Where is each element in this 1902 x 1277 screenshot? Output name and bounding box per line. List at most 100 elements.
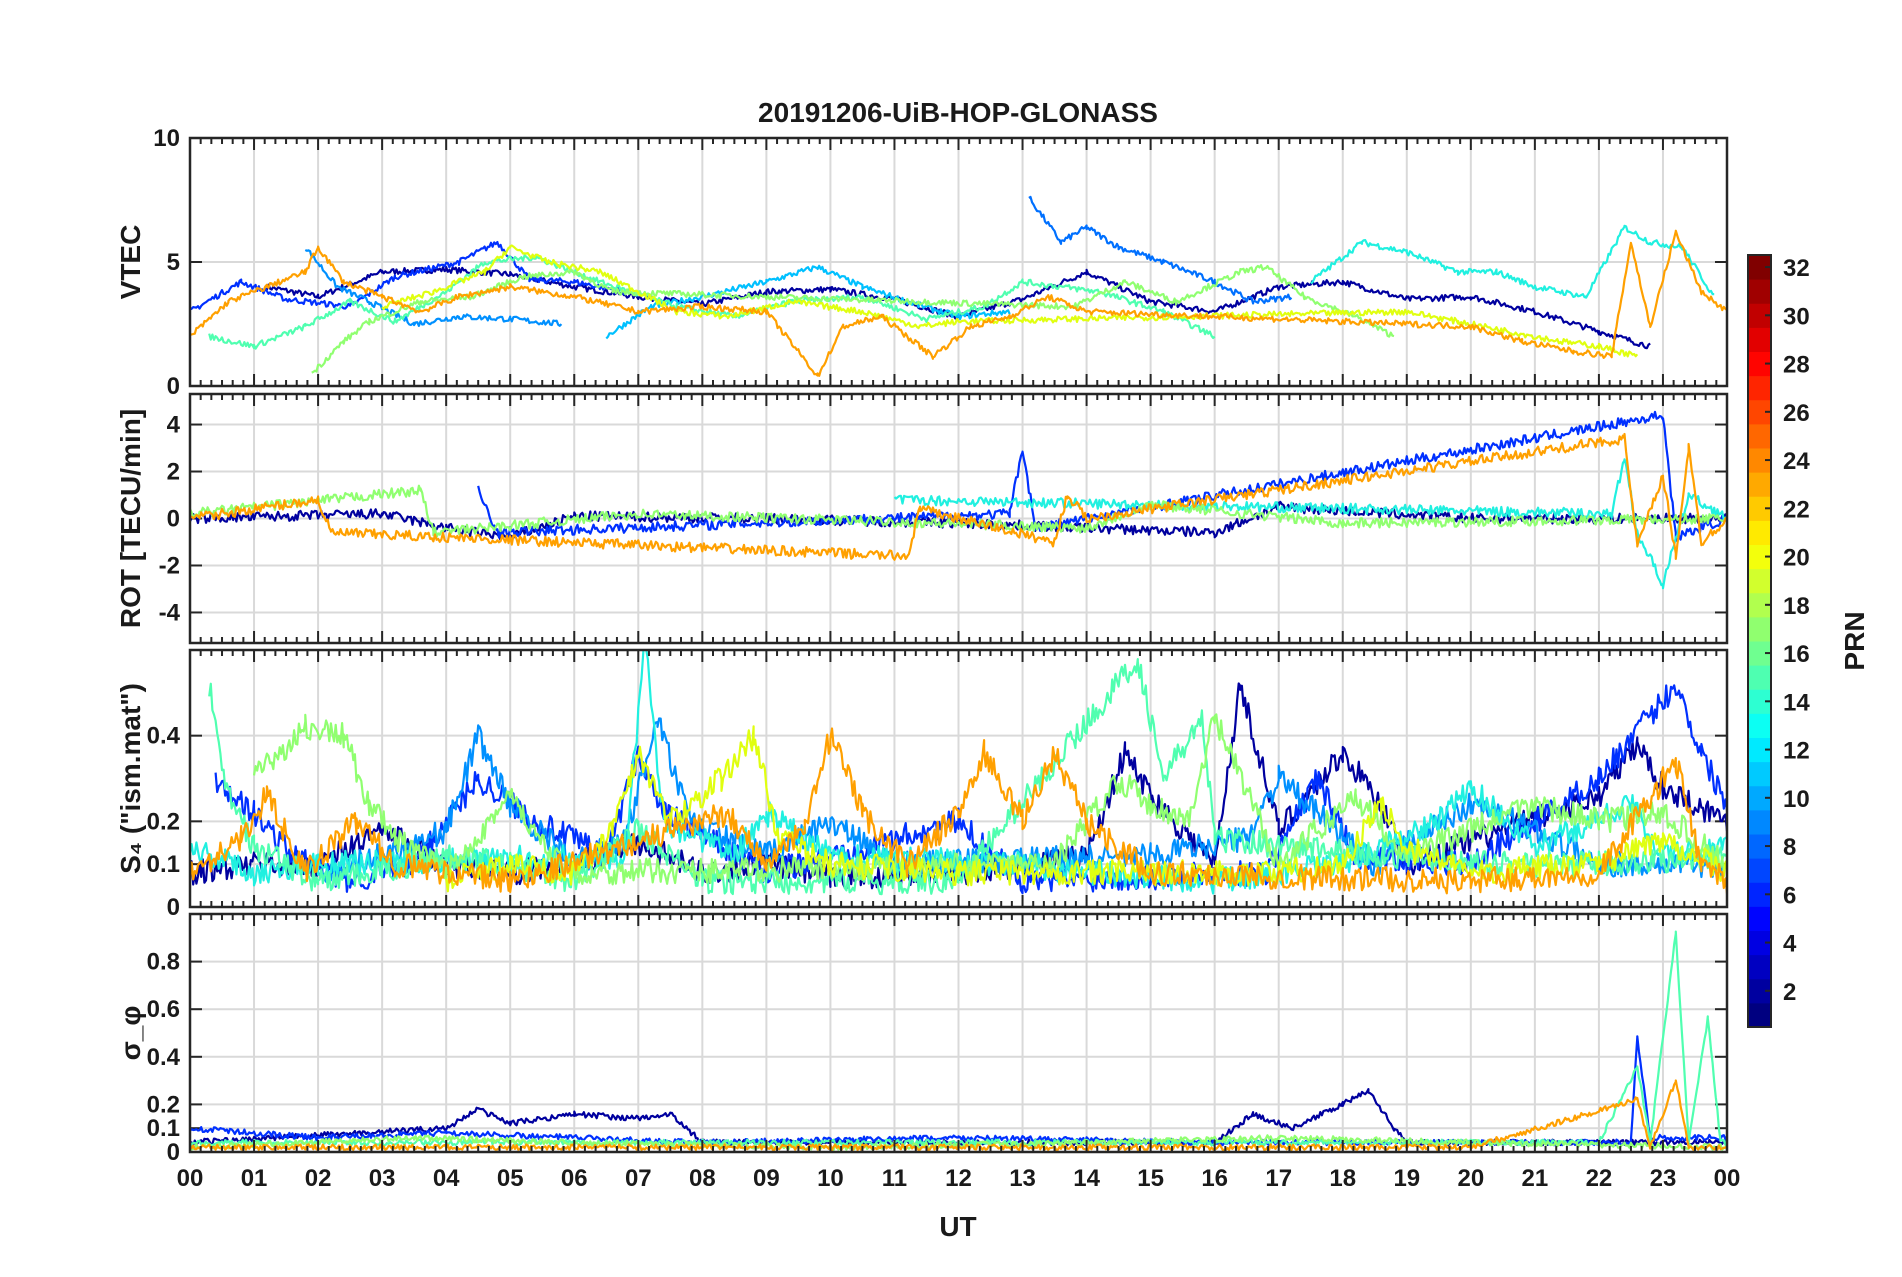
colorbar-tick-label: 32 — [1783, 255, 1810, 282]
y-axis-label: σ_φ — [115, 1006, 146, 1061]
colorbar-tick-label: 30 — [1783, 303, 1810, 330]
x-tick-label: 18 — [1329, 1165, 1356, 1192]
series-group — [190, 410, 1727, 590]
colorbar-frame — [1747, 254, 1772, 1028]
x-tick-label: 11 — [882, 1165, 907, 1192]
series-line-prn-5 — [190, 240, 627, 311]
colorbar-swatch — [1748, 303, 1771, 328]
colorbar-swatch — [1748, 713, 1771, 738]
panel-frame — [188, 648, 1729, 909]
x-tick-label: 00 — [1714, 1165, 1741, 1192]
colorbar-swatch — [1748, 520, 1771, 545]
y-tick-label: 0.1 — [147, 851, 180, 878]
x-tick-label: 06 — [561, 1165, 588, 1192]
panel-2: -4 -2 0 2 4 ROT [TECU/min] — [115, 392, 1729, 645]
x-tick-label: 03 — [369, 1165, 396, 1192]
panel-1: 0 5 10 VTEC — [115, 125, 1729, 400]
x-tick-label: 15 — [1137, 1165, 1164, 1192]
series-line-prn-13 — [1310, 224, 1715, 299]
colorbar-tick-label: 24 — [1783, 448, 1810, 475]
y-tick-label: -4 — [159, 599, 181, 626]
colorbar-tick-label: 12 — [1783, 738, 1810, 765]
colorbar-swatch — [1748, 423, 1771, 449]
y-axis-label: ROT [TECU/min] — [115, 409, 146, 628]
colorbar-swatch — [1748, 351, 1771, 377]
y-tick-label: 0.8 — [147, 949, 180, 976]
x-tick-label: 00 — [177, 1165, 204, 1192]
colorbar-swatch — [1748, 882, 1771, 907]
y-tick-label: 0.2 — [147, 808, 180, 835]
y-tick-label: 0 — [167, 506, 180, 533]
series-line-prn-22 — [190, 229, 1727, 377]
series-line-prn-8 — [1028, 195, 1293, 305]
x-tick-label: 10 — [817, 1165, 844, 1192]
series-group — [190, 650, 1727, 896]
colorbar-swatch — [1748, 279, 1771, 304]
colorbar-tick-label: 16 — [1783, 641, 1810, 668]
x-tick-label: 21 — [1522, 1165, 1549, 1192]
series-line-prn-9 — [304, 249, 563, 327]
colorbar-swatch — [1748, 1002, 1771, 1028]
colorbar-swatch — [1748, 834, 1771, 859]
colorbar-swatch — [1748, 472, 1771, 497]
colorbar-swatch — [1748, 954, 1771, 980]
x-axis-label: UT — [939, 1211, 976, 1242]
colorbar-swatch — [1748, 689, 1771, 714]
y-axis-label: VTEC — [115, 225, 146, 300]
panel-frame — [188, 912, 1729, 1154]
x-tick-label: 12 — [945, 1165, 972, 1192]
colorbar-swatch — [1748, 616, 1771, 642]
colorbar-swatch — [1748, 592, 1771, 618]
panel-3: 0 0.1 0.2 0.4S₄ ("ism.mat") — [115, 648, 1729, 921]
colorbar-swatch — [1748, 785, 1771, 811]
x-tick-label: 08 — [689, 1165, 716, 1192]
y-tick-label: 0 — [167, 1139, 180, 1166]
x-tick-label: 17 — [1265, 1165, 1292, 1192]
colorbar-swatch — [1748, 665, 1771, 690]
series-line-prn-17 — [252, 713, 1727, 886]
y-tick-label: 5 — [167, 249, 180, 276]
series-line-prn-11 — [605, 264, 1011, 340]
series-line-prn-15 — [208, 254, 1216, 350]
colorbar-label: PRN — [1839, 611, 1870, 670]
colorbar-tick-label: 4 — [1783, 931, 1797, 958]
colorbar-swatch — [1748, 737, 1771, 763]
colorbar-swatch — [1748, 809, 1771, 835]
y-tick-label: 2 — [167, 459, 180, 486]
x-tick-label: 02 — [305, 1165, 332, 1192]
colorbar-swatch — [1748, 255, 1771, 280]
x-tick-label: 01 — [241, 1165, 268, 1192]
x-tick-label: 14 — [1073, 1165, 1100, 1192]
series-line-prn-13 — [893, 458, 1727, 590]
colorbar-tick-label: 26 — [1783, 400, 1810, 427]
series-line-prn-17 — [190, 484, 1727, 539]
x-tick-label: 22 — [1586, 1165, 1613, 1192]
series-line-prn-19 — [381, 244, 1639, 358]
colorbar-swatch — [1748, 906, 1771, 931]
series-line-prn-5 — [477, 410, 1727, 543]
y-tick-label: 0 — [167, 894, 180, 921]
x-tick-label: 13 — [1009, 1165, 1036, 1192]
colorbar-tick-label: 2 — [1783, 979, 1796, 1006]
series-line-prn-22 — [190, 727, 1727, 895]
y-tick-label: 0.4 — [147, 723, 181, 750]
colorbar-swatch — [1748, 544, 1771, 570]
x-tick-label: 07 — [625, 1165, 652, 1192]
colorbar-swatch — [1748, 327, 1771, 352]
x-tick-label: 05 — [497, 1165, 524, 1192]
colorbar-swatch — [1748, 448, 1771, 473]
y-tick-label: 0.4 — [147, 1044, 181, 1071]
colorbar-tick-label: 28 — [1783, 352, 1810, 379]
colorbar-swatch — [1748, 930, 1771, 956]
colorbar-swatch — [1748, 761, 1771, 787]
y-tick-label: 0.2 — [147, 1091, 180, 1118]
series-group — [190, 195, 1727, 377]
y-tick-label: 0.1 — [147, 1115, 180, 1142]
colorbar-swatch — [1748, 496, 1771, 521]
x-tick-label: 16 — [1201, 1165, 1228, 1192]
colorbar-swatch — [1748, 375, 1771, 401]
